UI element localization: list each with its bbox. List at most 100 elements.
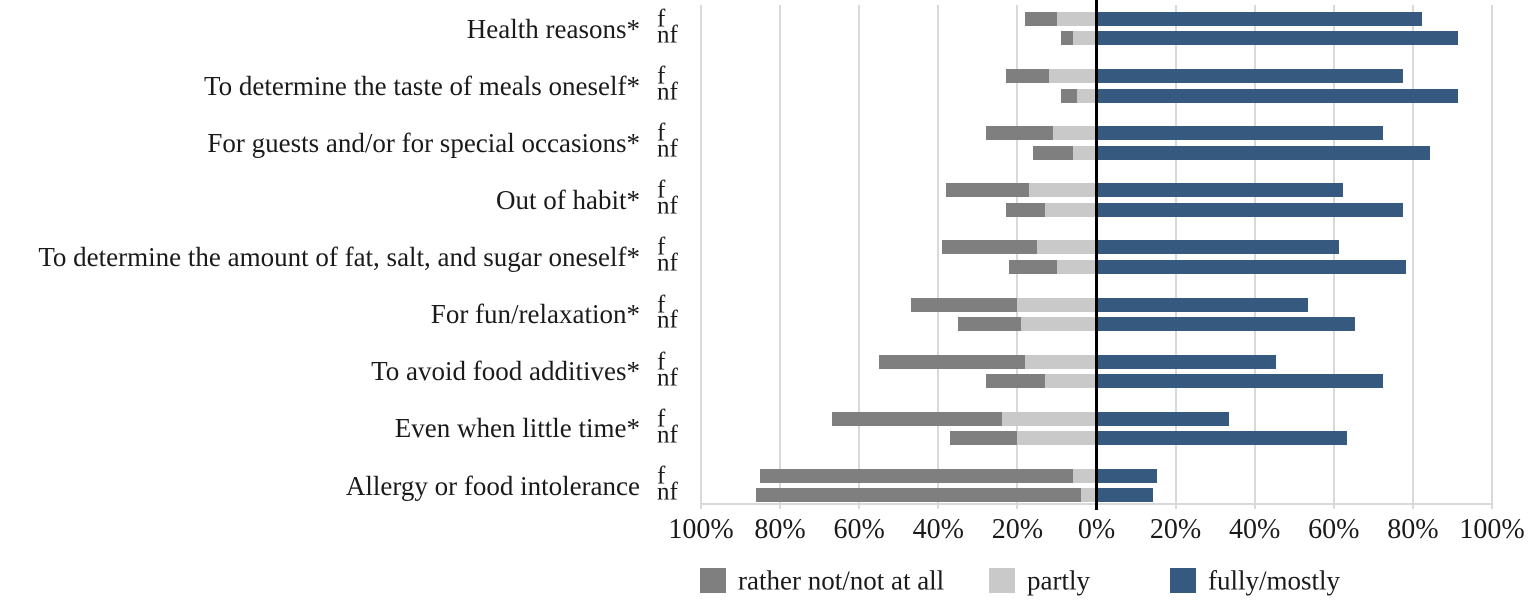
bar-segment-rather-not [910, 297, 1018, 312]
bar-segment-fully [1098, 240, 1340, 255]
bar-segment-partly [1056, 259, 1097, 274]
bar-segment-partly [1037, 240, 1097, 255]
bar-segment-partly [1017, 431, 1097, 446]
bar-segment-rather-not [1060, 31, 1073, 46]
gridline [700, 5, 702, 509]
row-label-f: f [657, 119, 666, 147]
row-label-nf: nf [657, 421, 678, 449]
bar-segment-fully [1098, 12, 1423, 26]
bar-segment-partly [1049, 69, 1097, 84]
bar-segment-fully [1098, 31, 1458, 46]
legend-label-fully: fully/mostly [1208, 565, 1341, 596]
gridline [1174, 5, 1177, 509]
row-label-f: f [657, 233, 666, 261]
legend-swatch-rather_not [700, 568, 726, 593]
gridline [1016, 5, 1019, 509]
category-label: To determine the taste of meals oneself* [204, 70, 640, 101]
bar-segment-rather-not [756, 488, 1081, 503]
x-tick-label: 0% [1077, 514, 1116, 545]
bar-segment-fully [1098, 411, 1229, 426]
x-tick-label: 40% [1229, 514, 1281, 545]
row-label-nf: nf [657, 364, 678, 391]
row-label-nf: nf [657, 135, 678, 163]
gridline [937, 5, 940, 509]
row-label-f: f [657, 462, 666, 490]
bar-segment-fully [1098, 431, 1348, 446]
bar-segment-partly [1021, 316, 1097, 331]
bar-segment-rather-not [1005, 202, 1046, 217]
bar-segment-rather-not [942, 240, 1038, 255]
bar-segment-fully [1098, 316, 1356, 331]
bar-segment-partly [1072, 31, 1097, 46]
gridline [1491, 5, 1493, 509]
bar-segment-partly [1025, 354, 1097, 369]
bar-segment-fully [1098, 488, 1154, 503]
x-tick-label: 100% [668, 514, 734, 545]
legend-swatch-partly [989, 568, 1015, 593]
bar-segment-rather-not [950, 431, 1018, 446]
category-label: Out of habit* [496, 185, 640, 215]
category-label: For fun/relaxation* [430, 299, 640, 330]
row-label-f: f [657, 62, 666, 90]
legend-swatch-fully [1170, 568, 1196, 593]
bar-segment-partly [1045, 202, 1097, 217]
bar-segment-partly [1029, 183, 1097, 198]
bar-segment-fully [1098, 468, 1158, 483]
category-label: Health reasons* [466, 13, 640, 44]
x-tick-label: 40% [912, 514, 964, 545]
bar-segment-fully [1098, 297, 1308, 312]
legend-label-rather_not: rather not/not at all [738, 565, 945, 596]
x-tick-label: 80% [1387, 514, 1439, 545]
gridline [1253, 5, 1256, 509]
row-label-nf: nf [657, 192, 678, 220]
bar-segment-rather-not [1005, 69, 1050, 84]
bar-segment-partly [1052, 126, 1097, 141]
zero-axis-line [1095, 0, 1098, 510]
bar-segment-fully [1098, 354, 1276, 369]
bar-segment-fully [1098, 259, 1407, 274]
bar-segment-rather-not [958, 316, 1022, 331]
bar-segment-partly [1017, 297, 1097, 312]
bar-segment-rather-not [1009, 259, 1057, 274]
bar-segment-rather-not [760, 468, 1073, 483]
bar-segment-partly [1080, 488, 1097, 503]
gridline [1411, 5, 1414, 509]
bar-segment-partly [1001, 411, 1097, 426]
bar-segment-partly [1076, 88, 1097, 103]
category-label: Allergy or food intolerance [345, 470, 640, 501]
category-label: To determine the amount of fat, salt, an… [38, 242, 640, 273]
bar-segment-rather-not [831, 411, 1002, 426]
bar-segment-rather-not [878, 354, 1026, 369]
gridline [858, 5, 861, 509]
row-label-f: f [657, 348, 666, 376]
row-label-nf: nf [657, 306, 678, 334]
bar-segment-rather-not [1060, 88, 1077, 103]
row-label-nf: nf [657, 478, 678, 506]
legend-label-partly: partly [1027, 565, 1090, 596]
bar-segment-rather-not [1025, 12, 1057, 26]
bar-segment-partly [1072, 468, 1097, 483]
bar-segment-fully [1098, 183, 1344, 198]
bar-segment-partly [1056, 12, 1097, 26]
row-label-nf: nf [657, 21, 678, 49]
category-label: For guests and/or for special occasions* [207, 127, 640, 158]
gridline [1332, 5, 1335, 509]
x-tick-label: 60% [833, 514, 885, 545]
row-label-f: f [657, 176, 666, 204]
bar-segment-fully [1098, 145, 1431, 160]
row-label-f: f [657, 291, 666, 318]
bar-segment-fully [1098, 374, 1383, 388]
category-label: Even when little time* [394, 413, 640, 444]
row-label-f: f [657, 405, 666, 433]
bar-segment-rather-not [985, 374, 1046, 388]
bar-segment-rather-not [1033, 145, 1073, 160]
category-label: To avoid food additives* [371, 356, 640, 387]
gridline [779, 5, 782, 509]
bar-segment-fully [1098, 126, 1383, 141]
x-tick-label: 60% [1308, 514, 1360, 545]
bar-segment-fully [1098, 69, 1403, 84]
bar-segment-partly [1045, 374, 1097, 388]
x-tick-label: 80% [754, 514, 806, 545]
bar-segment-partly [1072, 145, 1097, 160]
